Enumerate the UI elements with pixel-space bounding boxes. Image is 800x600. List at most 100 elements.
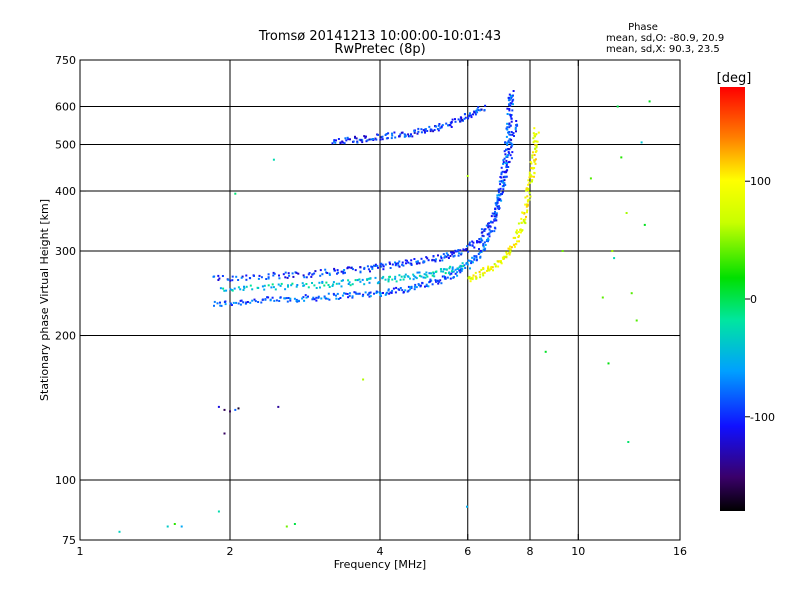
data-point <box>245 278 248 281</box>
data-point <box>502 161 505 164</box>
data-point <box>503 179 506 182</box>
data-point <box>525 188 528 191</box>
data-point <box>381 263 384 266</box>
data-point <box>217 405 220 408</box>
data-point <box>399 133 402 136</box>
data-point <box>394 136 397 139</box>
data-point <box>520 217 523 220</box>
data-point <box>219 304 222 307</box>
y-tick-label: 300 <box>55 245 76 258</box>
data-point <box>437 254 439 257</box>
data-point <box>529 195 532 198</box>
data-point <box>260 301 263 304</box>
data-point <box>391 134 394 137</box>
data-point <box>287 272 290 275</box>
data-point <box>340 279 343 282</box>
data-point <box>505 171 508 174</box>
data-point <box>343 269 346 271</box>
data-point <box>451 251 454 254</box>
data-point <box>478 251 481 254</box>
data-point <box>500 199 503 202</box>
data-point <box>491 230 494 233</box>
data-point <box>532 132 535 135</box>
data-point <box>504 171 506 174</box>
data-point <box>458 266 461 269</box>
data-point <box>536 140 539 143</box>
data-point <box>534 147 537 150</box>
data-point <box>415 262 418 265</box>
data-point <box>355 137 358 140</box>
data-point <box>438 280 441 283</box>
data-point <box>456 268 459 270</box>
data-point <box>271 296 274 299</box>
data-points <box>118 90 651 533</box>
data-point <box>498 189 501 192</box>
x-tick-label: 10 <box>571 545 585 558</box>
data-point <box>305 283 308 285</box>
data-point <box>323 284 326 287</box>
data-point <box>363 267 366 270</box>
data-point <box>425 283 428 286</box>
data-point <box>359 280 362 283</box>
data-point <box>384 293 387 296</box>
data-point <box>463 117 466 120</box>
data-point <box>251 288 254 291</box>
data-point <box>335 282 338 285</box>
data-point <box>318 281 321 284</box>
data-point <box>530 162 533 165</box>
data-point <box>354 135 356 138</box>
data-point <box>296 284 299 286</box>
data-point <box>447 124 449 127</box>
data-point <box>445 268 448 271</box>
data-point <box>452 270 455 273</box>
data-point <box>469 259 472 262</box>
data-point <box>418 284 420 287</box>
data-point <box>284 297 287 300</box>
data-point <box>406 259 408 262</box>
data-point <box>426 257 429 260</box>
data-point <box>398 265 401 268</box>
data-point <box>449 273 452 276</box>
data-point <box>409 135 411 138</box>
data-point <box>526 211 528 214</box>
data-point <box>286 276 289 279</box>
data-point <box>527 183 530 186</box>
data-point <box>470 262 473 265</box>
data-point <box>369 270 371 273</box>
data-point <box>223 432 226 435</box>
data-point <box>479 241 482 243</box>
data-point <box>374 263 377 266</box>
data-point <box>436 279 439 282</box>
data-point <box>430 128 433 131</box>
data-point <box>544 350 547 353</box>
data-point <box>509 102 512 105</box>
data-point <box>263 288 266 291</box>
data-point <box>417 127 420 130</box>
data-point <box>326 297 329 300</box>
data-point <box>358 278 361 281</box>
data-point <box>503 184 505 187</box>
data-point <box>278 300 281 302</box>
data-point <box>413 131 416 134</box>
data-point <box>296 300 299 303</box>
data-point <box>635 319 638 322</box>
data-point <box>480 239 483 242</box>
data-point <box>519 231 522 234</box>
data-point <box>237 302 240 305</box>
chart-title-line2: RwPretec (8p) <box>334 42 425 57</box>
data-point <box>510 117 513 120</box>
data-point <box>505 155 508 158</box>
data-point <box>429 130 432 133</box>
data-point <box>394 261 396 264</box>
data-point <box>394 291 397 294</box>
data-point <box>253 298 256 301</box>
data-point <box>354 136 356 139</box>
data-point <box>284 276 287 279</box>
data-point <box>328 286 331 288</box>
data-point <box>510 97 512 100</box>
data-point <box>497 260 500 263</box>
data-point <box>508 253 511 256</box>
data-point <box>342 279 344 282</box>
data-point <box>494 210 496 213</box>
data-point <box>521 229 524 232</box>
